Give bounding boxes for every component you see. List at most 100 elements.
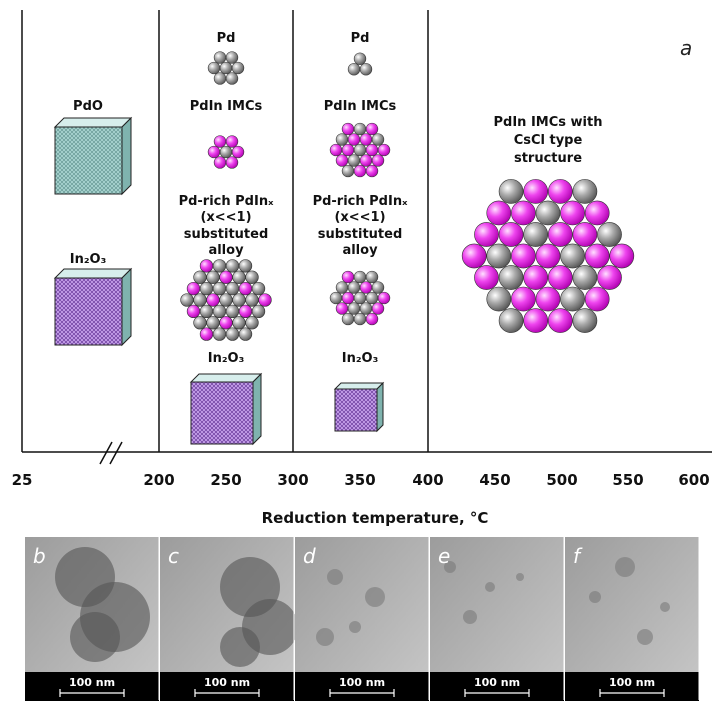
- scale-bar-label: 100 nm: [204, 676, 250, 689]
- scale-bar-label: 100 nm: [609, 676, 655, 689]
- atom: [207, 294, 220, 307]
- label: substituted: [318, 227, 403, 242]
- atom: [372, 155, 384, 167]
- atom: [220, 62, 232, 74]
- atom: [208, 62, 220, 74]
- atom: [220, 271, 233, 284]
- atom: [226, 328, 239, 341]
- atom: [548, 222, 572, 246]
- cube-side: [122, 269, 131, 345]
- label: In₂O₃: [70, 252, 107, 267]
- atom: [252, 282, 265, 295]
- particle: [589, 591, 601, 603]
- atom: [342, 313, 354, 325]
- axis-title: Reduction temperature, °C: [262, 509, 489, 527]
- atom: [194, 271, 207, 284]
- atom: [573, 222, 597, 246]
- label: PdIn IMCs with: [494, 115, 603, 130]
- atom: [348, 155, 360, 167]
- atom: [214, 73, 226, 85]
- label: (x<<1): [200, 210, 251, 225]
- atom: [330, 292, 342, 304]
- atom: [524, 265, 548, 289]
- tick-label: 500: [546, 471, 577, 489]
- atom: [499, 222, 523, 246]
- cube-top: [191, 374, 261, 382]
- atom: [360, 155, 372, 167]
- atom: [194, 316, 207, 329]
- cube-front: [335, 389, 377, 431]
- atom: [561, 244, 585, 268]
- cube-side: [122, 118, 131, 194]
- atom: [220, 146, 232, 158]
- tick-label: 450: [479, 471, 510, 489]
- cube-top: [335, 383, 383, 389]
- atom: [354, 53, 366, 65]
- atom: [336, 134, 348, 146]
- label: PdIn IMCs: [324, 99, 397, 114]
- label: Pd-rich PdInₓ: [313, 194, 409, 209]
- atom: [511, 287, 535, 311]
- atom: [259, 294, 272, 307]
- tick-label: 400: [412, 471, 443, 489]
- atom: [213, 260, 226, 273]
- atom: [360, 282, 372, 294]
- atom: [474, 222, 498, 246]
- atom: [462, 244, 486, 268]
- atom: [233, 294, 246, 307]
- atom: [246, 316, 259, 329]
- atom: [226, 305, 239, 318]
- atom: [360, 134, 372, 146]
- atom: [239, 282, 252, 295]
- atom: [524, 179, 548, 203]
- atom: [360, 303, 372, 315]
- atom: [354, 144, 366, 156]
- atom: [366, 313, 378, 325]
- atom: [378, 292, 390, 304]
- atom: [548, 309, 572, 333]
- atom: [536, 244, 560, 268]
- tick-label: 300: [277, 471, 308, 489]
- atom: [366, 271, 378, 283]
- atom: [233, 316, 246, 329]
- figure: a PdO In₂O₃ Pd PdIn IMCs Pd-rich PdInₓ (…: [0, 0, 715, 701]
- atom: [354, 292, 366, 304]
- atom: [348, 134, 360, 146]
- atom: [246, 294, 259, 307]
- atom: [220, 294, 233, 307]
- atom: [226, 136, 238, 148]
- scale-bar-label: 100 nm: [474, 676, 520, 689]
- atom: [214, 157, 226, 169]
- particle: [463, 610, 477, 624]
- atom: [342, 123, 354, 135]
- atom: [226, 52, 238, 64]
- atom: [194, 294, 207, 307]
- atom: [214, 52, 226, 64]
- atom: [336, 303, 348, 315]
- atom: [378, 144, 390, 156]
- atom: [499, 309, 523, 333]
- atom: [536, 287, 560, 311]
- atom: [366, 165, 378, 177]
- particle: [516, 573, 524, 581]
- atom: [524, 222, 548, 246]
- atom: [354, 165, 366, 177]
- label: CsCl type: [514, 133, 583, 148]
- atom: [342, 271, 354, 283]
- particle: [660, 602, 670, 612]
- atom: [226, 260, 239, 273]
- atom: [220, 316, 233, 329]
- panel-label: d: [303, 544, 316, 568]
- atom: [342, 165, 354, 177]
- panel-label: e: [438, 544, 450, 568]
- particle: [349, 621, 361, 633]
- cube-side: [253, 374, 261, 444]
- label: Pd-rich PdInₓ: [179, 194, 275, 209]
- atom: [181, 294, 194, 307]
- atom: [233, 271, 246, 284]
- particle: [70, 612, 120, 662]
- label: alloy: [342, 243, 378, 258]
- atom: [252, 305, 265, 318]
- atom: [474, 265, 498, 289]
- tick-label: 350: [344, 471, 375, 489]
